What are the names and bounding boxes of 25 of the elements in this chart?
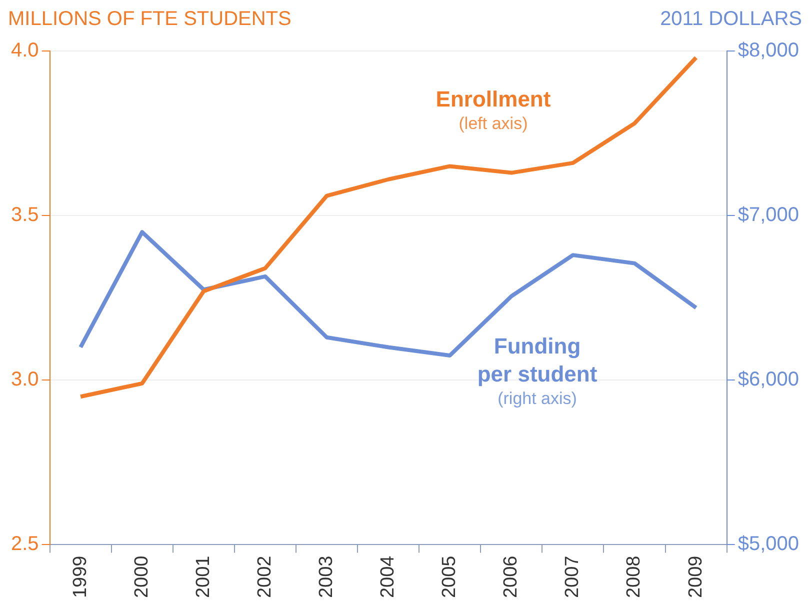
x-tick-label: 2003	[316, 556, 337, 598]
x-tick-label: 2008	[624, 556, 645, 598]
x-tick-label: 2006	[500, 556, 522, 598]
x-tick-label: 2002	[254, 556, 276, 598]
y2-tick-label: $8,000	[738, 40, 799, 62]
y-tick-label: 3.0	[10, 368, 39, 391]
y2-tick-label: $5,000	[738, 533, 799, 556]
series-label: Funding per student	[477, 333, 598, 386]
x-tick-label: 2000	[131, 556, 152, 598]
x-tick-label: 2004	[378, 555, 399, 598]
x-tick-label: 2007	[562, 556, 584, 598]
annotation: (left axis)	[458, 114, 528, 134]
y-tick-label: 2.5	[10, 533, 39, 556]
x-tick-label: 2001	[192, 556, 214, 598]
y2-tick-label: $7,000	[738, 204, 799, 226]
y-tick-label: 3.5	[10, 204, 39, 226]
x-tick-label: 2009	[685, 556, 706, 598]
y-tick-label: 4.0	[10, 40, 39, 62]
annotation: (right axis)	[498, 388, 577, 408]
x-tick-label: 1999	[70, 556, 91, 598]
y2-axis-title: 2011 DOLLARS	[660, 8, 802, 32]
y2-tick-label: $6,000	[738, 368, 799, 391]
x-tick-label: 2005	[439, 556, 460, 598]
text: Enrollment	[436, 86, 552, 112]
y-axis-title: MILLIONS OF FTE STUDENTS	[8, 8, 292, 32]
